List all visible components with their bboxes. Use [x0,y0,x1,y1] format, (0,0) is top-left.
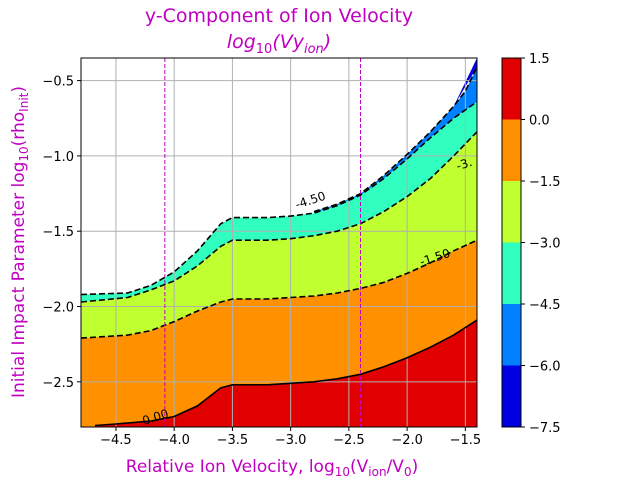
x-axis-ticks: −4.5 −4.0 −3.5 −3.0 −2.5 −2.0 −1.5 [100,427,481,448]
x-tick-label: −4.0 [158,433,190,448]
band-cyan [81,101,477,302]
band-red-top [95,320,477,427]
x-axis-label-sub2: ion [368,465,386,479]
x-axis-label-mid: (V [350,457,369,477]
y-tick-label: −2.0 [42,301,74,316]
chart-title-body-sub: ion [304,42,324,57]
colorbar-tick-label: 0.0 [529,114,550,129]
colorbar-segment [502,365,521,427]
contour-line--6 [313,66,477,213]
colorbar-tick-label: −4.5 [529,298,561,313]
y-axis-label-mid: (rho [9,112,29,147]
contour-line--4_5 [81,101,477,296]
y-axis-label-prefix: Initial Impact Parameter log [9,162,29,398]
plot-frame [80,57,478,428]
chart-title-line1: y-Component of Ion Velocity [145,5,413,27]
chart-title-body: (Vy [272,31,304,53]
x-tick-label: −4.5 [100,433,132,448]
x-tick-label: −3.5 [217,433,249,448]
y-axis-ticks: −0.5 −1.0 −1.5 −2.0 −2.5 [42,75,81,391]
y-axis-label: Initial Impact Parameter log10(rhoInit) [9,86,31,398]
contour-label: 0.00 [141,406,171,428]
x-tick-label: −3.0 [275,433,307,448]
x-axis-label-prefix: Relative Ion Velocity, log [126,457,335,477]
band-green [81,131,477,339]
x-tick-label: −2.0 [391,433,423,448]
colorbar-tick-label: −1.5 [529,175,561,190]
x-axis-label-suffix: ) [412,457,419,477]
chart-title-log-sub: 10 [256,42,273,57]
y-axis-label-sub1: 10 [17,146,31,161]
x-axis-label-mid2: /V [387,457,405,477]
colorbar-segment [502,119,521,181]
colorbar: −7.5 −6.0 −4.5 −3.0 −1.5 0.0 1.5 [501,52,561,436]
y-tick-label: −2.5 [42,376,74,391]
y-axis-label-sub2: Init [17,92,31,111]
colorbar-segment [502,242,521,304]
x-tick-label: −1.5 [450,433,482,448]
colorbar-tick-label: 1.5 [529,52,550,67]
contour-line--3 [81,131,477,303]
x-axis-label: Relative Ion Velocity, log10(Vion/V0) [126,457,418,479]
contour-label: -3. [454,155,473,173]
y-tick-label: −0.5 [42,75,74,90]
y-tick-label: −1.0 [42,150,74,165]
colorbar-segment [502,304,521,366]
x-axis-label-sub3: 0 [404,465,412,479]
contour-line-0 [94,319,477,427]
x-tick-label: −2.5 [333,433,365,448]
contour-line--1_5 [81,239,477,339]
chart-title-suffix: ) [322,31,331,53]
y-tick-label: −1.5 [42,225,74,240]
chart-title-line2: log10(Vyion) [227,31,331,57]
plot-area: 0.00-1.50-3.-4.50 [80,57,478,428]
y-axis-label-suffix: ) [9,86,29,93]
colorbar-segment [502,181,521,243]
colorbar-tick-label: −7.5 [529,421,561,436]
x-axis-label-sub1: 10 [335,465,350,479]
colorbar-tick-label: −6.0 [529,360,561,375]
chart-title-log: log [227,31,256,53]
colorbar-tick-label: −3.0 [529,237,561,252]
colorbar-segment [502,58,521,120]
